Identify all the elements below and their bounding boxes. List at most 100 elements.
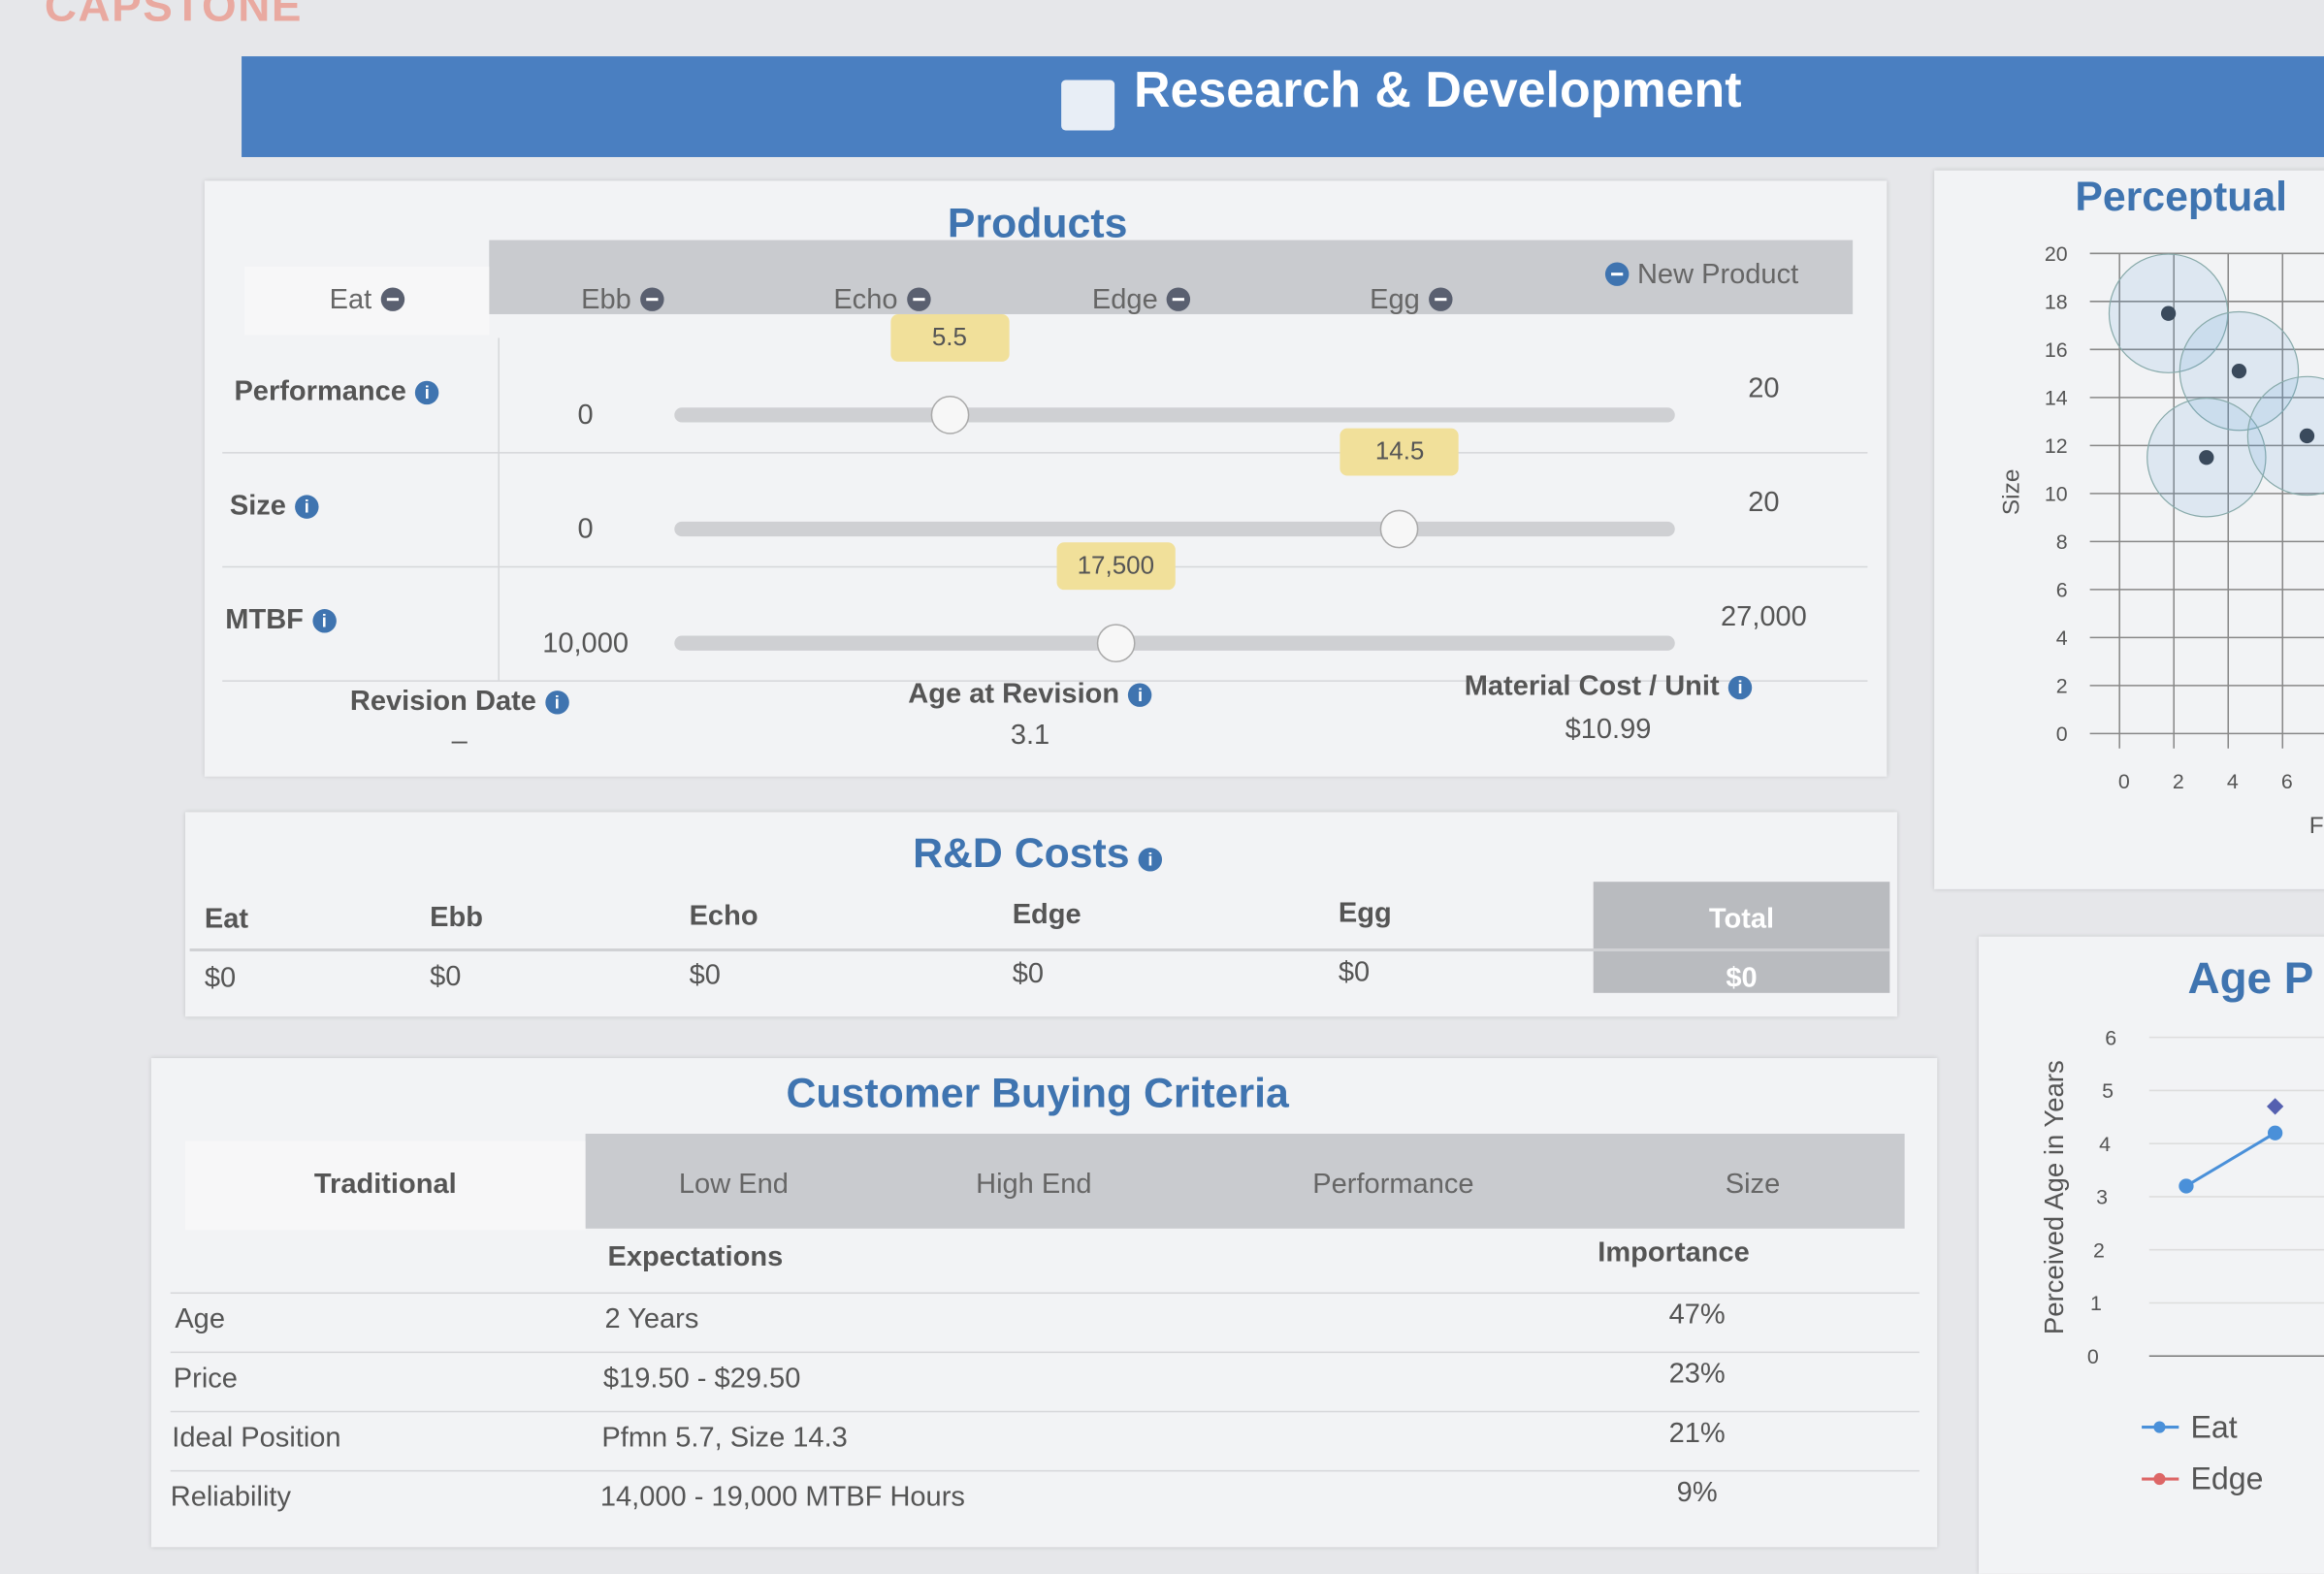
label-divider xyxy=(498,337,500,453)
criteria-expectation-text: $19.50 - $29.50 xyxy=(602,1363,801,1395)
info-icon: i xyxy=(1138,848,1163,872)
criteria-expectation-text: Pfmn 5.7, Size 14.3 xyxy=(601,1422,848,1455)
slider-track xyxy=(674,635,1675,651)
criteria-expectation: 14,000 - 19,000 MTBF Hours xyxy=(600,1482,965,1515)
x-tick-label: 2 xyxy=(2173,770,2184,793)
rd-costs-title: R&D Costs i xyxy=(0,830,2075,878)
criteria-importance-text: 47% xyxy=(1668,1300,1726,1332)
slider-min: 10,000 xyxy=(519,628,653,661)
perceptual-panel xyxy=(1934,170,2324,889)
y-tick-label: 4 xyxy=(2099,1133,2111,1156)
minus-icon xyxy=(1166,287,1191,311)
criteria-importance-text: 9% xyxy=(1676,1477,1718,1509)
row-line xyxy=(170,1469,1920,1472)
slider-min: 0 xyxy=(519,514,653,547)
slider-thumb[interactable] xyxy=(1380,509,1419,549)
criteria-importance: 21% xyxy=(1630,1418,1764,1451)
product-point xyxy=(2199,450,2214,466)
slider-value: 17,500 xyxy=(1056,542,1176,591)
segment-tab[interactable]: Performance xyxy=(1185,1141,1600,1231)
slider-thumb[interactable] xyxy=(930,396,969,434)
field-label-text: Age at Revision xyxy=(908,678,1120,710)
criteria-importance: 47% xyxy=(1630,1300,1764,1333)
field-value: $10.99 xyxy=(1311,715,1904,748)
slider-value-text: 5.5 xyxy=(931,323,967,352)
minus-icon xyxy=(639,287,664,311)
rd-column-header-text: Ebb xyxy=(430,902,483,934)
info-icon: i xyxy=(1727,675,1753,700)
product-tab[interactable]: Echo xyxy=(749,267,1016,335)
segment-tab[interactable]: Size xyxy=(1600,1141,1904,1231)
segment-tab-text: Traditional xyxy=(313,1169,457,1201)
criteria-header: Importance xyxy=(1598,1237,1750,1270)
series-point xyxy=(2267,1125,2283,1140)
y-tick-label: 8 xyxy=(2056,530,2068,554)
y-tick-label: 2 xyxy=(2093,1238,2105,1262)
x-tick-label: 6 xyxy=(2281,770,2293,793)
segment-tab[interactable]: High End xyxy=(882,1141,1185,1231)
x-tick-label: 0 xyxy=(2118,770,2130,793)
rd-column-value: $0 xyxy=(205,963,236,996)
header-bar xyxy=(242,56,2324,157)
product-tab[interactable]: Edge xyxy=(1008,267,1275,335)
segment-tab-text: Size xyxy=(1725,1169,1781,1201)
row-line xyxy=(222,565,1868,568)
criteria-name-text: Reliability xyxy=(170,1482,291,1514)
y-tick-label: 0 xyxy=(2056,723,2068,746)
rd-divider xyxy=(189,948,1890,952)
rd-column-header: Eat xyxy=(205,904,248,937)
slider-label: Performance i xyxy=(234,376,439,409)
rd-column-header: Edge xyxy=(1013,900,1081,933)
series-line xyxy=(2185,1131,2276,1188)
slider-label-text: Size xyxy=(229,490,286,522)
slider-label-text: Performance xyxy=(234,376,406,408)
segment-tab[interactable]: Low End xyxy=(586,1141,883,1231)
criteria-expectation: 2 Years xyxy=(604,1304,698,1337)
row-line xyxy=(222,452,1868,454)
brand: CAPSTONE xyxy=(44,0,303,32)
product-tab[interactable]: Eat xyxy=(244,267,490,336)
slider-track xyxy=(674,521,1675,537)
chart-title: Perceptual xyxy=(2075,174,2287,220)
slider-label: MTBF i xyxy=(225,604,337,637)
segment-tab[interactable]: Traditional xyxy=(185,1140,586,1231)
product-tab[interactable]: Egg xyxy=(1277,267,1544,335)
rd-column-value: $0 xyxy=(430,962,461,995)
slider-thumb[interactable] xyxy=(1096,624,1136,663)
field-label-text: Material Cost / Unit xyxy=(1464,671,1720,703)
criteria-importance-text: 21% xyxy=(1668,1418,1726,1450)
field-value: 3.1 xyxy=(733,721,1326,754)
rd-column-header-text: Edge xyxy=(1012,899,1081,931)
slider-min-text: 10,000 xyxy=(542,627,629,660)
rd-column-value: $0 xyxy=(690,960,721,993)
y-tick-label: 1 xyxy=(2090,1292,2102,1315)
y-tick-label: 5 xyxy=(2102,1079,2114,1103)
field-label-text: Revision Date xyxy=(349,686,536,718)
rd-column-value: $0 xyxy=(1013,959,1044,992)
rd-column-header: Total xyxy=(1594,904,1890,937)
criteria-name: Reliability xyxy=(171,1482,291,1515)
y-tick-label: 6 xyxy=(2105,1026,2116,1049)
slider-label: Size i xyxy=(230,491,319,524)
slider-max: 20 xyxy=(1697,488,1831,521)
slider-value: 5.5 xyxy=(889,313,1010,362)
y-axis-label: Perceived Age in Years xyxy=(2039,1060,2069,1334)
field-value-text: $10.99 xyxy=(1565,714,1652,746)
rd-column-value-text: $0 xyxy=(204,963,237,995)
y-tick-label: 6 xyxy=(2056,579,2068,602)
product-point xyxy=(2160,305,2177,321)
label-divider xyxy=(498,565,500,681)
product-tab[interactable]: Ebb xyxy=(489,267,756,335)
info-icon: i xyxy=(312,609,337,633)
product-tab-text: Ebb xyxy=(581,284,631,316)
slider-track xyxy=(674,407,1675,423)
criteria-title-text: Customer Buying Criteria xyxy=(786,1070,1289,1116)
field-value: – xyxy=(163,726,756,759)
rd-column-header-text: Eat xyxy=(204,904,249,936)
plus-icon xyxy=(1604,262,1629,286)
slider-max: 27,000 xyxy=(1697,601,1831,634)
criteria-header-text: Expectations xyxy=(607,1241,784,1273)
new-product-tab[interactable]: New Product xyxy=(1541,249,1853,303)
criteria-expectation-text: 2 Years xyxy=(604,1303,699,1335)
field-value-text: 3.1 xyxy=(1010,720,1050,752)
